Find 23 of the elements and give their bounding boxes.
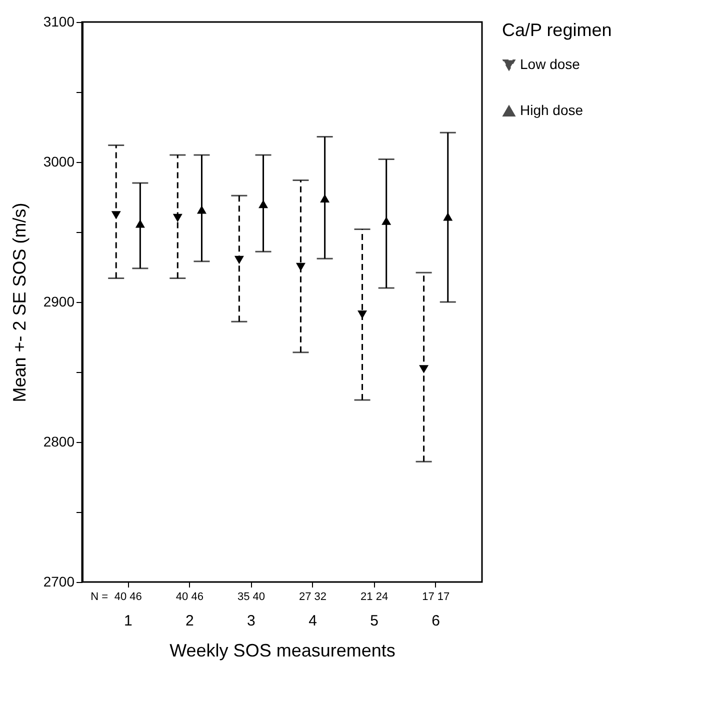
text: 17 17 bbox=[422, 591, 450, 603]
text: 27 32 bbox=[299, 591, 327, 603]
legend-label: Low dose bbox=[520, 56, 580, 72]
y-axis-title: Mean +- 2 SE SOS (m/s) bbox=[9, 202, 30, 402]
x-tick-label: 2 bbox=[186, 612, 194, 630]
y-tick-label: 3100 bbox=[43, 14, 75, 30]
x-tick-label: 4 bbox=[308, 612, 317, 630]
x-tick-label: 6 bbox=[432, 612, 440, 630]
legend-title: Ca/P regimen bbox=[502, 20, 612, 40]
text: 40 46 bbox=[176, 591, 204, 603]
y-tick-label: 2700 bbox=[43, 574, 75, 590]
y-tick-label: 3000 bbox=[43, 154, 75, 170]
x-tick-label: 5 bbox=[370, 612, 378, 630]
text: N = bbox=[90, 591, 108, 603]
y-tick-label: 2800 bbox=[43, 434, 75, 450]
text: 35 40 bbox=[237, 591, 265, 603]
text: 40 46 bbox=[114, 591, 142, 603]
x-tick-label: 1 bbox=[124, 612, 132, 630]
x-axis-title: Weekly SOS measurements bbox=[170, 640, 396, 660]
legend-label: High dose bbox=[520, 102, 584, 118]
x-tick-label: 3 bbox=[247, 612, 256, 630]
y-tick-label: 2900 bbox=[43, 294, 75, 310]
text: 21 24 bbox=[360, 591, 388, 603]
